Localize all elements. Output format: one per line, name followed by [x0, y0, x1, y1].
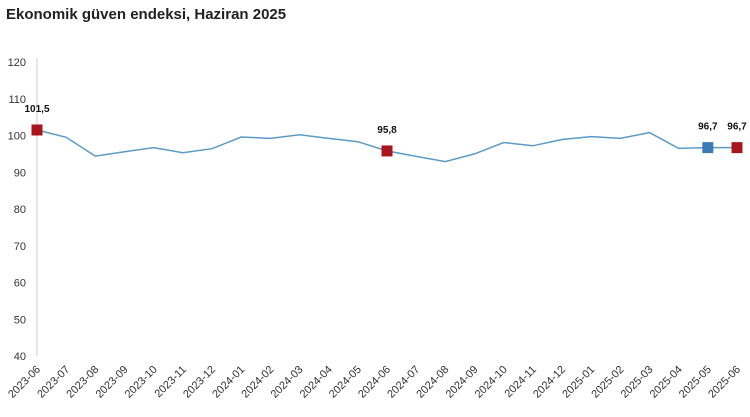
data-label: 101,5 — [24, 104, 49, 115]
y-tick-label: 50 — [14, 314, 26, 326]
y-tick-label: 120 — [8, 57, 26, 69]
data-point-marker — [731, 142, 743, 154]
data-point-marker — [702, 142, 714, 154]
data-point-marker — [381, 145, 393, 157]
y-tick-label: 40 — [14, 351, 26, 363]
y-tick-label: 60 — [14, 278, 26, 290]
x-tick-label: 2025-06 — [706, 364, 743, 401]
data-point-marker — [31, 124, 43, 136]
y-tick-label: 90 — [14, 167, 26, 179]
x-tick-label: 2023-10 — [123, 364, 160, 401]
chart-title: Ekonomik güven endeksi, Haziran 2025 — [6, 6, 287, 23]
y-tick-label: 70 — [14, 241, 26, 253]
data-label: 96,7 — [727, 122, 747, 133]
data-label: 95,8 — [377, 125, 397, 136]
y-tick-label: 100 — [8, 131, 26, 143]
y-tick-label: 80 — [14, 204, 26, 216]
data-label: 96,7 — [698, 122, 718, 133]
x-tick-label: 2024-10 — [473, 364, 510, 401]
y-tick-label: 110 — [8, 94, 26, 106]
